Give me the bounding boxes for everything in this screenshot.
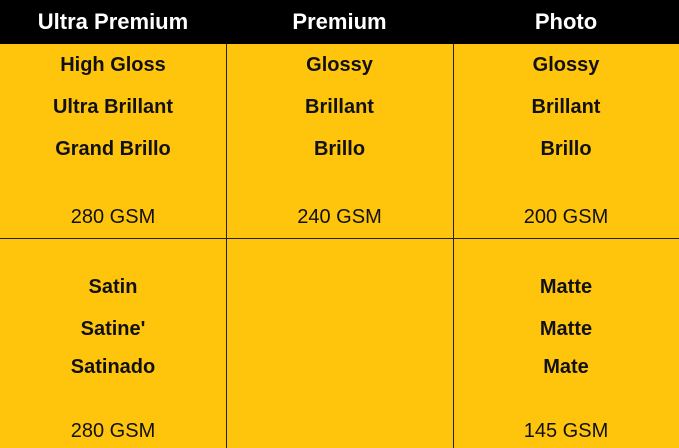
paper-finish-name: Satine' bbox=[80, 318, 146, 340]
table-cell: High Gloss Ultra Brillant Grand Brillo 280 … bbox=[0, 44, 226, 238]
table-cell: Matte Matte Mate 145 GSM bbox=[453, 238, 679, 448]
paper-finish-name: Matte bbox=[539, 276, 593, 298]
paper-finish-name: Satin bbox=[88, 276, 138, 298]
header-premium: Premium bbox=[292, 9, 387, 34]
paper-finish-name: High Gloss bbox=[60, 54, 166, 76]
paper-finish-name: Glossy bbox=[306, 54, 373, 76]
paper-weight: 240 GSM bbox=[297, 206, 382, 228]
paper-finish-name: Brillant bbox=[305, 96, 374, 118]
paper-weight: 200 GSM bbox=[523, 206, 609, 228]
paper-finish-name: Mate bbox=[543, 356, 589, 378]
table-cell: Satin Satine' Satinado 280 GSM bbox=[0, 238, 226, 448]
table-cell: Glossy Brillant Brillo 240 GSM bbox=[226, 44, 453, 238]
table-cell bbox=[226, 238, 453, 448]
header-photo: Photo bbox=[534, 9, 598, 34]
paper-finish-name: Ultra Brillant bbox=[52, 96, 174, 118]
paper-finish-name: Satinado bbox=[70, 356, 156, 378]
paper-finish-name: Glossy bbox=[532, 54, 600, 76]
paper-finish-name: Brillant bbox=[531, 96, 601, 118]
paper-weight: 145 GSM bbox=[523, 420, 609, 442]
row-divider bbox=[0, 238, 679, 239]
paper-weight: 280 GSM bbox=[70, 420, 156, 442]
header-ultra-premium: Ultra Premium bbox=[37, 9, 189, 34]
paper-finish-name: Brillo bbox=[540, 138, 592, 160]
table-body bbox=[0, 44, 679, 448]
paper-finish-name: Grand Brillo bbox=[55, 138, 171, 160]
paper-finish-name: Matte bbox=[539, 318, 593, 340]
column-divider bbox=[453, 44, 454, 448]
table-cell: Glossy Brillant Brillo 200 GSM bbox=[453, 44, 679, 238]
column-divider bbox=[226, 44, 227, 448]
paper-weight: 280 GSM bbox=[70, 206, 156, 228]
paper-finish-name: Brillo bbox=[313, 138, 366, 160]
table-header: Ultra Premium Premium Photo bbox=[0, 0, 679, 44]
